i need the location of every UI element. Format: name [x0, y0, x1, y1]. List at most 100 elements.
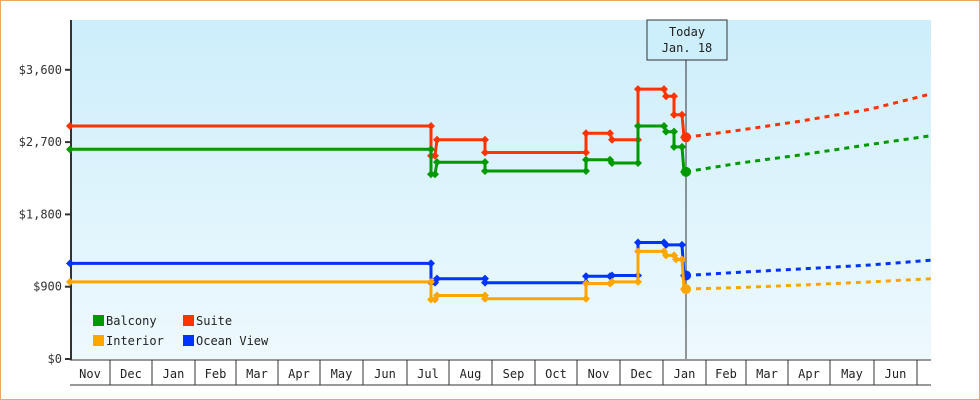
- forecast-line: [685, 277, 932, 291]
- today-box: [646, 19, 728, 61]
- data-point[interactable]: [606, 129, 614, 138]
- y-axis: $0 $900 $1,800 $2,700 $3,600: [19, 20, 72, 366]
- data-point[interactable]: [670, 127, 678, 136]
- data-point[interactable]: [662, 127, 670, 136]
- data-point[interactable]: [678, 240, 686, 249]
- month-label: Oct: [545, 367, 567, 381]
- plot-area: [71, 20, 931, 359]
- legend-label[interactable]: Ocean View: [196, 334, 269, 348]
- data-point[interactable]: [582, 148, 590, 157]
- series-interior: [66, 247, 932, 304]
- data-point[interactable]: [433, 274, 441, 283]
- legend-swatch: [183, 315, 194, 326]
- month-label: Aug: [460, 367, 482, 381]
- x-axis: Nov Dec Jan Feb Mar Apr May Jun Jul Aug Sep Oct Nov D…: [70, 359, 931, 386]
- data-point[interactable]: [670, 110, 678, 119]
- legend-label[interactable]: Balcony: [106, 314, 157, 328]
- data-point[interactable]: [433, 291, 441, 300]
- data-point[interactable]: [672, 255, 680, 264]
- data-point[interactable]: [427, 277, 435, 286]
- legend-label[interactable]: Suite: [196, 314, 232, 328]
- month-label: Apr: [798, 367, 820, 381]
- data-point[interactable]: [670, 92, 678, 101]
- data-point[interactable]: [431, 151, 439, 160]
- y-tick-label: $2,700: [19, 135, 62, 149]
- today-date: Jan. 18: [662, 41, 713, 55]
- month-label: May: [331, 367, 353, 381]
- data-point[interactable]: [582, 129, 590, 138]
- data-point[interactable]: [634, 247, 642, 256]
- series-group: [66, 85, 932, 304]
- data-point[interactable]: [481, 294, 489, 303]
- month-label: Nov: [79, 367, 101, 381]
- data-point[interactable]: [634, 238, 642, 247]
- data-point[interactable]: [66, 145, 74, 154]
- month-label: Jul: [417, 367, 439, 381]
- month-label: Jun: [374, 367, 396, 381]
- data-point[interactable]: [433, 135, 441, 144]
- data-point[interactable]: [481, 148, 489, 157]
- month-label: Nov: [588, 367, 610, 381]
- data-point[interactable]: [608, 135, 616, 144]
- data-point[interactable]: [634, 122, 642, 131]
- data-point[interactable]: [427, 145, 435, 154]
- data-point[interactable]: [481, 158, 489, 167]
- data-point[interactable]: [678, 142, 686, 151]
- month-label: Feb: [715, 367, 737, 381]
- month-label: Jan: [674, 367, 696, 381]
- month-label: Sep: [503, 367, 525, 381]
- month-label: Dec: [631, 367, 653, 381]
- series-balcony: [66, 122, 932, 179]
- data-point[interactable]: [481, 278, 489, 287]
- data-point[interactable]: [634, 158, 642, 167]
- today-marker: Today Jan. 18: [646, 19, 728, 359]
- data-point[interactable]: [660, 85, 668, 94]
- data-point[interactable]: [582, 272, 590, 281]
- y-tick-label: $3,600: [19, 63, 62, 77]
- data-point[interactable]: [608, 158, 616, 167]
- data-point[interactable]: [582, 155, 590, 164]
- data-point[interactable]: [66, 259, 74, 268]
- data-point[interactable]: [608, 277, 616, 286]
- month-label: Mar: [756, 367, 778, 381]
- data-point[interactable]: [670, 142, 678, 151]
- y-tick-label: $900: [33, 280, 62, 294]
- data-point[interactable]: [634, 85, 642, 94]
- data-point[interactable]: [582, 279, 590, 288]
- y-tick-label: $0: [48, 352, 62, 366]
- data-point[interactable]: [662, 251, 670, 260]
- legend-swatch: [183, 335, 194, 346]
- data-point[interactable]: [662, 92, 670, 101]
- y-tick-label: $1,800: [19, 207, 62, 221]
- forecast-line: [685, 258, 932, 277]
- legend-swatch: [93, 335, 104, 346]
- month-label: Dec: [120, 367, 142, 381]
- month-label: Feb: [205, 367, 227, 381]
- month-label: Apr: [288, 367, 310, 381]
- data-point[interactable]: [481, 167, 489, 176]
- data-point[interactable]: [431, 170, 439, 179]
- today-label: Today: [669, 25, 705, 39]
- data-point[interactable]: [66, 122, 74, 131]
- data-point[interactable]: [634, 277, 642, 286]
- data-point[interactable]: [481, 274, 489, 283]
- data-point[interactable]: [678, 110, 686, 119]
- data-point[interactable]: [582, 294, 590, 303]
- data-point[interactable]: [427, 122, 435, 131]
- legend: Balcony Suite Interior Ocean View: [93, 314, 269, 348]
- data-point[interactable]: [678, 255, 686, 264]
- series-suite: [66, 85, 932, 160]
- data-point[interactable]: [660, 122, 668, 131]
- data-point[interactable]: [481, 135, 489, 144]
- month-label: Jan: [163, 367, 185, 381]
- data-point[interactable]: [427, 259, 435, 268]
- data-point[interactable]: [608, 271, 616, 280]
- month-label: May: [841, 367, 863, 381]
- legend-label[interactable]: Interior: [106, 334, 164, 348]
- data-point[interactable]: [582, 167, 590, 176]
- data-point[interactable]: [433, 158, 441, 167]
- data-point[interactable]: [66, 277, 74, 286]
- data-point[interactable]: [662, 240, 670, 249]
- month-label: Mar: [246, 367, 268, 381]
